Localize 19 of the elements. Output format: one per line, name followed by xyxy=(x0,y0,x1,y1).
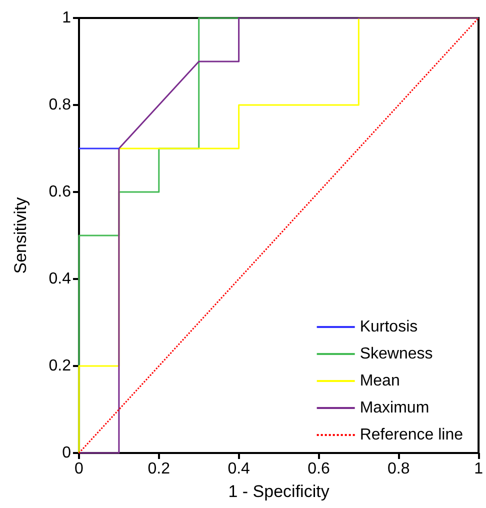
y-tick-label: 0.8 xyxy=(48,96,72,114)
y-tick-label: 0 xyxy=(62,444,72,462)
y-tick-label: 1 xyxy=(62,10,72,26)
y-tick-label: 0.2 xyxy=(48,358,72,374)
x-tick-label: 0.6 xyxy=(308,460,330,478)
x-tick-label: 0.2 xyxy=(148,460,170,478)
x-axis-title: 1 - Specificity xyxy=(228,482,330,501)
legend-label: Reference line xyxy=(360,426,464,444)
legend-label: Mean xyxy=(360,372,400,390)
x-tick-label: 0.8 xyxy=(388,460,410,478)
x-tick-label: 0 xyxy=(74,460,84,478)
legend-label: Skewness xyxy=(360,346,433,362)
y-tick-label: 0.4 xyxy=(48,270,72,288)
x-tick-label: 0.4 xyxy=(228,460,250,478)
y-tick-label: 0.6 xyxy=(48,184,72,200)
legend-label: Kurtosis xyxy=(360,318,418,336)
legend-label: Maximum xyxy=(360,400,430,416)
x-tick-label: 1 xyxy=(474,460,484,478)
y-axis-title: Sensitivity xyxy=(11,196,30,274)
